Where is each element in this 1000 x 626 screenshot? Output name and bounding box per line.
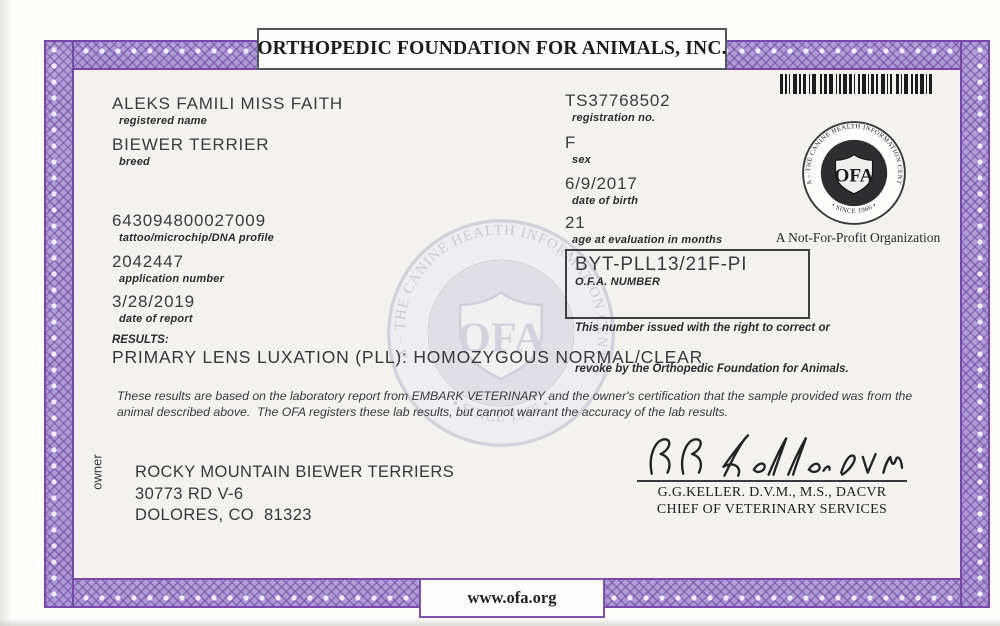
field-date-of-report: 3/28/2019 date of report xyxy=(112,292,195,325)
owner-block: ROCKY MOUNTAIN BIEWER TERRIERS 30773 RD … xyxy=(135,462,454,527)
ofa-number-note: This number issued with the right to cor… xyxy=(575,322,849,375)
seal-tagline: A Not-For-Profit Organization xyxy=(775,230,941,245)
field-value: 2042447 xyxy=(112,252,184,271)
field-label: registration no. xyxy=(572,112,656,124)
field-value: 643094800027009 xyxy=(112,211,266,230)
field-label: age at evaluation in months xyxy=(572,234,723,246)
watermark-shield-text: OFA xyxy=(458,315,545,362)
owner-name: ROCKY MOUNTAIN BIEWER TERRIERS xyxy=(135,463,455,481)
signature-line xyxy=(637,480,907,482)
field-label: tattoo/microchip/DNA profile xyxy=(119,232,274,244)
signatory-title: CHIEF OF VETERINARY SERVICES xyxy=(656,502,888,517)
field-value: 21 xyxy=(565,213,586,232)
field-age-at-evaluation: 21 age at evaluation in months xyxy=(565,213,722,246)
ofa-watermark: OFA – THE CANINE HEALTH INFORMATION CENT… xyxy=(382,214,615,447)
ofa-number-label: O.F.A. NUMBER xyxy=(575,276,661,288)
scan-edge-left xyxy=(0,0,12,626)
field-registration-no: TS37768502 registration no. xyxy=(565,91,670,124)
ofa-seal: OFA – THE CANINE HEALTH INFORMATION CENT… xyxy=(800,119,906,225)
field-value: F xyxy=(565,133,577,152)
field-value: ALEKS FAMILI MISS FAITH xyxy=(112,94,343,113)
scan-edge-bottom xyxy=(0,618,1000,626)
field-date-of-birth: 6/9/2017 date of birth xyxy=(565,174,638,207)
field-registered-name: ALEKS FAMILI MISS FAITH registered name xyxy=(112,94,343,127)
field-value: TS37768502 xyxy=(565,91,671,110)
footer-url: www.ofa.org xyxy=(467,588,557,607)
results-label: RESULTS: xyxy=(112,334,169,346)
border-band-right xyxy=(960,40,990,608)
field-label: date of birth xyxy=(572,195,639,207)
results-value: PRIMARY LENS LUXATION (PLL): HOMOZYGOUS … xyxy=(112,347,704,367)
field-value: BIEWER TERRIER xyxy=(112,135,270,154)
field-value: 3/28/2019 xyxy=(112,292,195,311)
field-label: application number xyxy=(119,273,225,285)
footer-url-box: www.ofa.org xyxy=(419,578,605,618)
ofa-number-box: BYT-PLL13/21F-PI O.F.A. NUMBER This numb… xyxy=(565,249,849,375)
signature-handwriting xyxy=(649,434,904,477)
owner-address-line-2: DOLORES, CO 81323 xyxy=(135,506,312,524)
field-microchip: 643094800027009 tattoo/microchip/DNA pro… xyxy=(112,211,274,244)
border-band-left xyxy=(44,40,74,608)
signatory-name: G.G.KELLER. D.V.M., M.S., DACVR xyxy=(657,485,887,500)
ofa-number-value: BYT-PLL13/21F-PI xyxy=(575,254,748,275)
barcode xyxy=(780,74,956,94)
field-sex: F sex xyxy=(565,133,591,166)
owner-address-line-1: 30773 RD V-6 xyxy=(135,484,244,503)
disclaimer-line-1: These results are based on the laborator… xyxy=(117,389,913,403)
disclaimer: These results are based on the laborator… xyxy=(117,389,912,420)
field-value: 6/9/2017 xyxy=(565,174,638,193)
owner-side-label: owner xyxy=(89,454,105,490)
field-label: breed xyxy=(119,156,150,168)
watermark-shield xyxy=(458,290,544,381)
seal-shield-text: OFA xyxy=(834,165,873,186)
certificate-title: ORTHOPEDIC FOUNDATION FOR ANIMALS, INC. xyxy=(257,38,727,59)
field-label: registered name xyxy=(119,115,207,127)
field-label: sex xyxy=(572,154,591,166)
field-label: date of report xyxy=(119,313,193,325)
seal-shield xyxy=(834,153,874,195)
field-application-number: 2042447 application number xyxy=(112,252,224,285)
certificate-title-box: ORTHOPEDIC FOUNDATION FOR ANIMALS, INC. xyxy=(257,28,727,70)
field-breed: BIEWER TERRIER breed xyxy=(112,135,269,168)
disclaimer-line-2: animal described above. The OFA register… xyxy=(117,404,729,419)
